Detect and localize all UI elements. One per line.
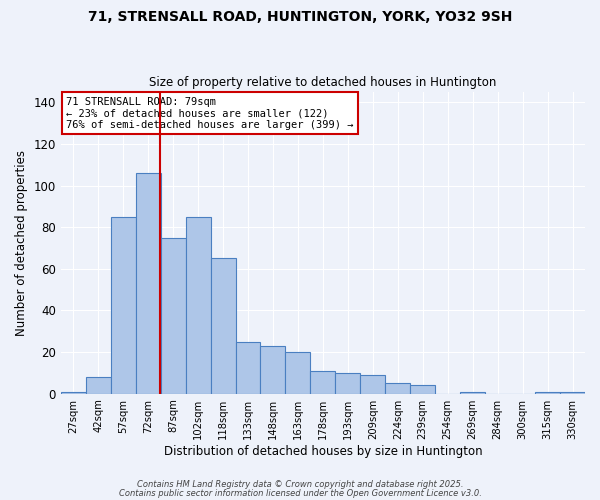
Bar [385, 384, 410, 394]
Bar [286, 352, 310, 394]
Bar [111, 217, 136, 394]
Bar [211, 258, 236, 394]
Bar [260, 346, 286, 394]
Bar [185, 217, 211, 394]
Bar [236, 342, 260, 394]
Bar [61, 392, 86, 394]
Bar [535, 392, 560, 394]
Text: 71 STRENSALL ROAD: 79sqm
← 23% of detached houses are smaller (122)
76% of semi-: 71 STRENSALL ROAD: 79sqm ← 23% of detach… [66, 96, 353, 130]
Text: 71, STRENSALL ROAD, HUNTINGTON, YORK, YO32 9SH: 71, STRENSALL ROAD, HUNTINGTON, YORK, YO… [88, 10, 512, 24]
Text: Contains HM Land Registry data © Crown copyright and database right 2025.: Contains HM Land Registry data © Crown c… [137, 480, 463, 489]
Y-axis label: Number of detached properties: Number of detached properties [15, 150, 28, 336]
Bar [310, 371, 335, 394]
Title: Size of property relative to detached houses in Huntington: Size of property relative to detached ho… [149, 76, 497, 90]
Text: Contains public sector information licensed under the Open Government Licence v3: Contains public sector information licen… [119, 490, 481, 498]
Bar [136, 173, 161, 394]
Bar [161, 238, 185, 394]
Bar [335, 373, 361, 394]
Bar [560, 392, 585, 394]
Bar [86, 377, 111, 394]
Bar [361, 375, 385, 394]
Bar [460, 392, 485, 394]
Bar [410, 386, 435, 394]
X-axis label: Distribution of detached houses by size in Huntington: Distribution of detached houses by size … [164, 444, 482, 458]
